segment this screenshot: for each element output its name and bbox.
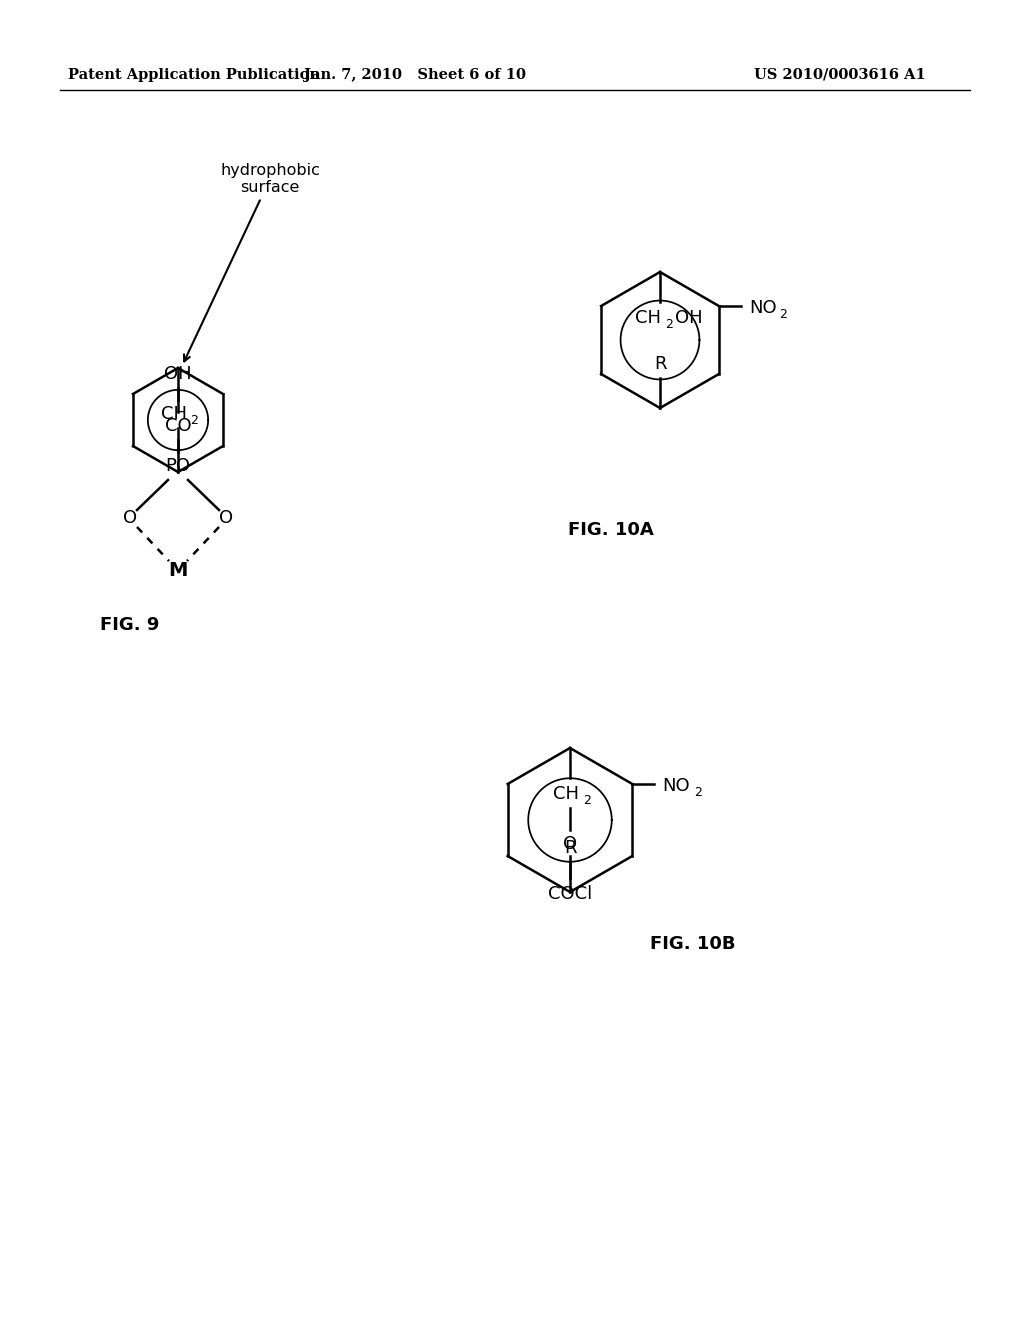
Text: Patent Application Publication: Patent Application Publication — [68, 69, 319, 82]
Text: PO: PO — [166, 457, 190, 475]
Text: CH: CH — [635, 309, 662, 327]
Text: OH: OH — [675, 309, 702, 327]
Text: Jan. 7, 2010   Sheet 6 of 10: Jan. 7, 2010 Sheet 6 of 10 — [304, 69, 526, 82]
Text: CH: CH — [553, 785, 579, 803]
Text: CH: CH — [161, 405, 187, 422]
Text: 2: 2 — [583, 793, 591, 807]
Text: 2: 2 — [779, 308, 786, 321]
Text: R: R — [564, 840, 577, 857]
Text: 2: 2 — [190, 413, 198, 426]
Text: 2: 2 — [665, 318, 673, 330]
Text: OH: OH — [164, 366, 191, 383]
Text: M: M — [168, 561, 187, 579]
Text: R: R — [653, 355, 667, 374]
Text: O: O — [219, 510, 233, 527]
Text: FIG. 10B: FIG. 10B — [650, 935, 735, 953]
Text: CO: CO — [165, 417, 191, 436]
Text: COCl: COCl — [548, 884, 592, 903]
Text: US 2010/0003616 A1: US 2010/0003616 A1 — [754, 69, 926, 82]
Text: O: O — [563, 836, 578, 853]
Text: hydrophobic
surface: hydrophobic surface — [184, 162, 319, 362]
Text: NO: NO — [663, 777, 690, 795]
Text: NO: NO — [749, 300, 776, 317]
Text: O: O — [123, 510, 137, 527]
Text: 2: 2 — [694, 785, 702, 799]
Text: FIG. 9: FIG. 9 — [100, 616, 160, 634]
Text: FIG. 10A: FIG. 10A — [568, 521, 653, 539]
